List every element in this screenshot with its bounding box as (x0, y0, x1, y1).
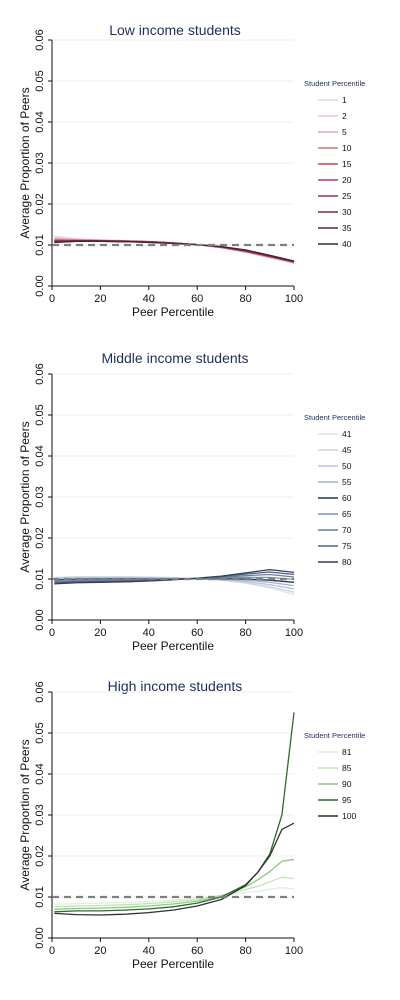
y-tick-label: 0.00 (34, 275, 46, 296)
x-axis-label: Peer Percentile (132, 305, 214, 319)
chart-panel-1: Low income students 0.00 0.01 0.02 0.03 0.04 0… (18, 22, 365, 319)
x-tick-label: 40 (143, 627, 155, 639)
series-line-100 (54, 822, 295, 916)
legend-label: 40 (342, 239, 352, 249)
y-tick-label: 0.05 (34, 404, 46, 425)
x-tick-label: 60 (191, 945, 203, 957)
x-tick-label: 20 (94, 945, 106, 957)
y-tick-label: 0.04 (34, 763, 46, 784)
legend-label: 1 (342, 95, 347, 105)
x-tick-label: 40 (143, 293, 155, 305)
legend-label: 55 (342, 477, 352, 487)
x-tick-label: 100 (285, 945, 303, 957)
legend-label: 35 (342, 223, 352, 233)
x-tick-label: 40 (143, 945, 155, 957)
legend-label: 5 (342, 127, 347, 137)
y-tick-label: 0.05 (34, 70, 46, 91)
y-tick-label: 0.06 (34, 363, 46, 384)
y-axis-label: Average Proportion of Peers (18, 87, 32, 238)
chart-panel-2: Middle income students 0.00 0.01 0.02 0.03 0.… (18, 350, 365, 653)
series-line-85 (54, 876, 295, 908)
legend-label: 100 (342, 811, 356, 821)
legend-title: Student Percentile (304, 79, 365, 88)
legend-label: 70 (342, 525, 352, 535)
y-axis-label: Average Proportion of Peers (18, 421, 32, 572)
x-tick-label: 0 (49, 293, 55, 305)
chart-title: Middle income students (101, 350, 248, 366)
x-axis-label: Peer Percentile (132, 957, 214, 971)
y-tick-label: 0.04 (34, 111, 46, 132)
y-tick-label: 0.04 (34, 445, 46, 466)
x-tick-label: 20 (94, 293, 106, 305)
series-line-90 (54, 858, 295, 910)
legend-label: 65 (342, 509, 352, 519)
legend-title: Student Percentile (304, 413, 365, 422)
legend-label: 81 (342, 747, 352, 757)
y-tick-label: 0.03 (34, 804, 46, 825)
y-tick-label: 0.01 (34, 234, 46, 255)
x-tick-label: 100 (285, 293, 303, 305)
y-tick-label: 0.01 (34, 568, 46, 589)
legend-label: 80 (342, 557, 352, 567)
y-tick-label: 0.00 (34, 609, 46, 630)
legend-label: 45 (342, 445, 352, 455)
x-tick-label: 60 (191, 627, 203, 639)
y-tick-label: 0.02 (34, 193, 46, 214)
x-tick-label: 0 (49, 945, 55, 957)
y-tick-label: 0.02 (34, 527, 46, 548)
legend-label: 50 (342, 461, 352, 471)
y-tick-label: 0.01 (34, 886, 46, 907)
x-tick-label: 60 (191, 293, 203, 305)
y-axis-label: Average Proportion of Peers (18, 739, 32, 890)
y-tick-label: 0.03 (34, 152, 46, 173)
chart-title: Low income students (109, 22, 241, 38)
series-line-40 (54, 240, 295, 262)
y-tick-label: 0.03 (34, 486, 46, 507)
series-line-95 (54, 712, 295, 913)
legend-label: 60 (342, 493, 352, 503)
legend-label: 90 (342, 779, 352, 789)
legend-label: 20 (342, 175, 352, 185)
legend-label: 15 (342, 159, 352, 169)
x-tick-label: 20 (94, 627, 106, 639)
y-tick-label: 0.02 (34, 845, 46, 866)
chart-panel-3: High income students 0.00 0.01 0.02 0.03 0.04… (18, 678, 365, 971)
x-tick-label: 0 (49, 627, 55, 639)
x-tick-label: 100 (285, 627, 303, 639)
legend-label: 41 (342, 429, 352, 439)
x-tick-label: 80 (239, 945, 251, 957)
legend-title: Student Percentile (304, 731, 365, 740)
y-tick-label: 0.05 (34, 722, 46, 743)
x-tick-label: 80 (239, 293, 251, 305)
legend-label: 10 (342, 143, 352, 153)
legend-label: 25 (342, 191, 352, 201)
legend-label: 75 (342, 541, 352, 551)
y-tick-label: 0.06 (34, 29, 46, 50)
legend-label: 95 (342, 795, 352, 805)
legend-label: 2 (342, 111, 347, 121)
x-tick-label: 80 (239, 627, 251, 639)
y-tick-label: 0.00 (34, 927, 46, 948)
legend-label: 30 (342, 207, 352, 217)
x-axis-label: Peer Percentile (132, 639, 214, 653)
series-line-81 (54, 886, 295, 906)
y-tick-label: 0.06 (34, 681, 46, 702)
legend-label: 85 (342, 763, 352, 773)
chart-title: High income students (108, 678, 243, 694)
